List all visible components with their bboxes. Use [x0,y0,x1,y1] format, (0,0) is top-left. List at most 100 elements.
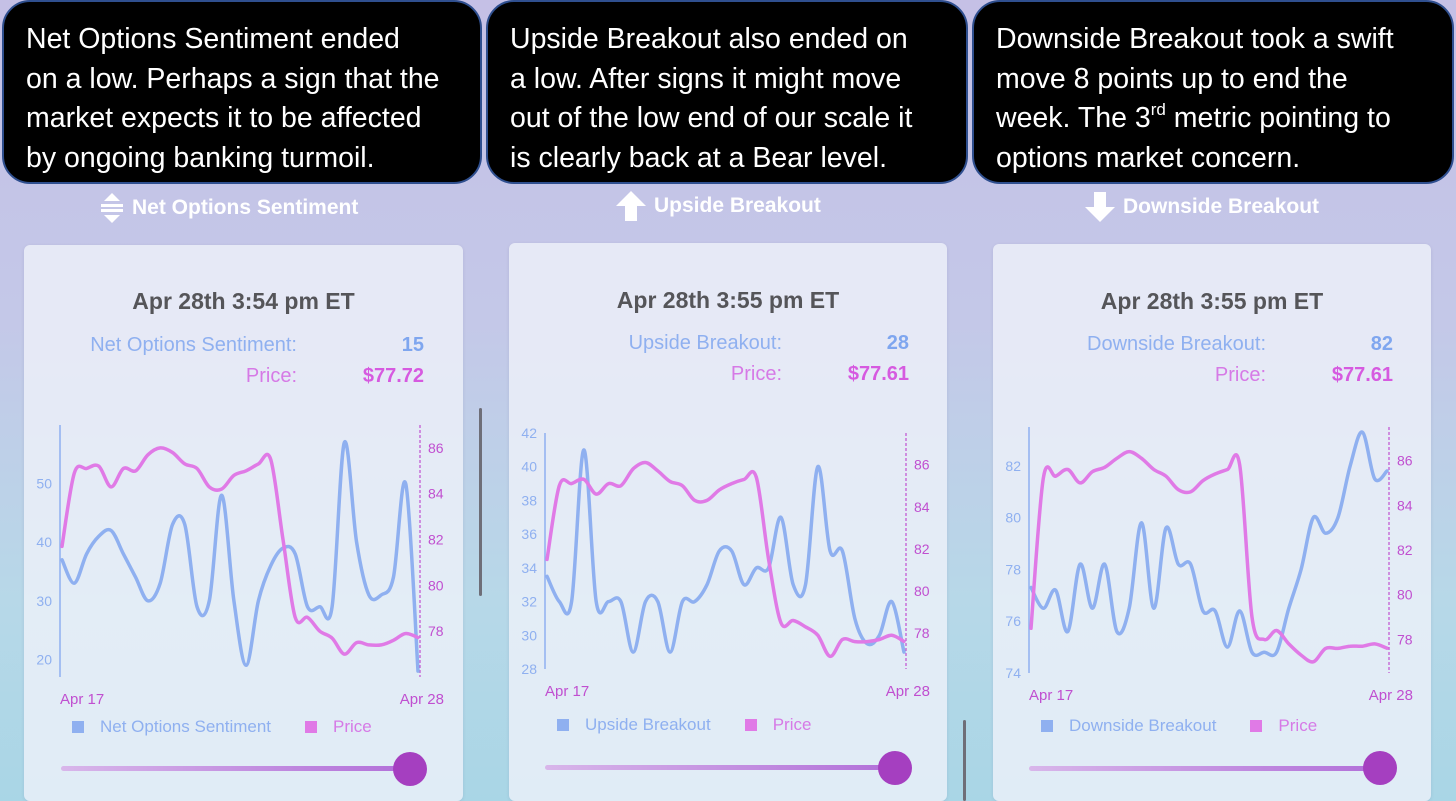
left-axis-tick-label: 42 [521,425,537,441]
section-title-net-options-sentiment: Net Options Sentiment [100,193,358,223]
time-slider-handle[interactable] [393,752,427,786]
right-axis-tick-label: 86 [428,440,444,456]
callout-line: Downside Breakout took a swift [996,23,1394,55]
price-label: Price: [1214,364,1266,386]
callout-line: market expects it to be affected [26,102,422,134]
down-arrow-icon [1085,192,1115,222]
time-slider-track[interactable] [61,766,426,771]
x-axis-tick-label: Apr 17 [60,691,104,708]
up-arrow-icon [616,191,646,221]
callout-line: Upside Breakout also ended on [510,23,908,55]
legend-swatch-metric [1041,720,1053,732]
price-series-line [1029,449,1389,664]
left-axis-tick-label: 74 [1005,665,1021,681]
line-chart: 20 30 40 50 78 80 82 84 86 Apr 17 Apr 28 [36,425,444,708]
chart-card-upside-breakout: Apr 28th 3:55 pm ET Upside Breakout: 28 … [509,243,947,801]
x-axis-tick-label: Apr 28 [886,683,930,700]
metric-series-line [1029,430,1389,658]
metric-series-line [60,440,420,673]
legend-swatch-price [1250,720,1263,732]
right-axis-tick-label: 86 [1397,453,1413,469]
left-axis-tick-label: 34 [521,560,537,576]
right-axis-tick-label: 80 [1397,587,1413,603]
price-label: Price: [730,363,782,385]
left-axis-tick-label: 40 [521,459,537,475]
x-axis-tick-label: Apr 28 [1369,687,1413,704]
up-down-arrows-icon [101,193,123,223]
legend-label-price: Price [772,715,812,734]
legend-label-metric: Net Options Sentiment [100,717,272,736]
time-slider-handle[interactable] [878,751,912,785]
legend-label-price: Price [1278,716,1318,735]
timestamp: Apr 28th 3:54 pm ET [132,288,355,314]
right-axis-tick-label: 84 [914,499,930,515]
callout-line: move 8 points up to end the [996,62,1348,95]
right-axis-tick-label: 78 [428,623,444,639]
right-axis-tick-label: 82 [1397,542,1413,558]
left-axis-tick-label: 40 [36,534,52,550]
callout-upside-breakout: Upside Breakout also ended on a low. Aft… [486,0,968,184]
callout-superscript: rd [1150,100,1166,119]
right-axis-tick-label: 84 [1397,497,1413,513]
callout-downside-breakout: Downside Breakout took a swift move 8 po… [972,0,1454,184]
left-axis-tick-label: 38 [521,492,537,508]
legend-label-metric: Upside Breakout [585,715,711,734]
callout-line: on a low. Perhaps a sign that the [26,62,440,95]
metric-label: Downside Breakout: [1087,333,1266,355]
left-axis-tick-label: 30 [521,627,537,643]
callout-line: by ongoing banking turmoil. [26,141,375,174]
callout-line: options market concern. [996,141,1301,174]
callout-text: metric pointing to [1165,102,1391,134]
legend-swatch-price [305,721,318,733]
chart-card-net-options-sentiment: Apr 28th 3:54 pm ET Net Options Sentimen… [24,245,463,801]
metric-value: 82 [1370,333,1393,355]
price-value: $77.61 [847,363,909,385]
chart-legend: Upside Breakout Price [557,715,811,735]
left-axis-tick-label: 80 [1005,510,1021,526]
left-axis-tick-label: 50 [36,476,52,492]
left-axis-tick-label: 30 [36,593,52,609]
scrollbar[interactable] [963,720,966,801]
legend-swatch-price [744,719,757,731]
x-axis-tick-label: Apr 28 [400,691,444,708]
price-series-line [545,460,906,659]
metric-label: Upside Breakout: [628,332,782,354]
line-chart: 28 30 32 34 36 38 40 42 78 80 82 84 86 Apr 17 Apr 28 [521,425,930,700]
scrollbar[interactable] [479,408,482,596]
timestamp: Apr 28th 3:55 pm ET [1100,288,1324,314]
timestamp: Apr 28th 3:55 pm ET [616,287,840,313]
x-axis-tick-label: Apr 17 [545,683,589,700]
price-value: $77.72 [362,365,424,387]
right-axis-tick-label: 80 [914,583,930,599]
metric-label: Net Options Sentiment: [90,334,297,356]
right-axis-tick-label: 86 [914,457,930,473]
price-series-line [60,446,420,656]
section-title-text: Downside Breakout [1123,195,1320,218]
callout-line: out of the low end of our scale it [510,102,913,134]
price-label: Price: [245,365,297,387]
left-axis-tick-label: 36 [521,526,537,542]
metric-value: 15 [401,334,424,356]
x-axis-tick-label: Apr 17 [1029,687,1073,704]
price-value: $77.61 [1331,364,1393,386]
time-slider-handle[interactable] [1363,751,1397,785]
legend-swatch-metric [72,721,84,733]
time-slider-track[interactable] [1029,766,1396,771]
chart-legend: Net Options Sentiment Price [72,717,372,737]
metric-series-line [545,448,906,654]
left-axis-tick-label: 82 [1005,458,1021,474]
legend-label-metric: Downside Breakout [1069,716,1217,735]
callout-line: is clearly back at a Bear level. [510,141,887,174]
chart-legend: Downside Breakout Price [1041,716,1317,736]
section-title-upside-breakout: Upside Breakout [616,191,821,221]
line-chart: 74 76 78 80 82 78 80 82 84 86 Apr 17 Apr 28 [1005,427,1413,704]
time-slider-track[interactable] [545,765,911,770]
right-axis-tick-label: 78 [1397,631,1413,647]
callout-line: week. The 3rd metric pointing to [996,99,1438,139]
callout-net-options-sentiment: Net Options Sentiment ended on a low. Pe… [2,0,482,184]
section-title-text: Upside Breakout [654,194,821,217]
left-axis-tick-label: 20 [36,651,52,667]
left-axis-tick-label: 32 [521,594,537,610]
callout-line: a low. After signs it might move [510,62,902,95]
legend-swatch-metric [557,719,569,731]
